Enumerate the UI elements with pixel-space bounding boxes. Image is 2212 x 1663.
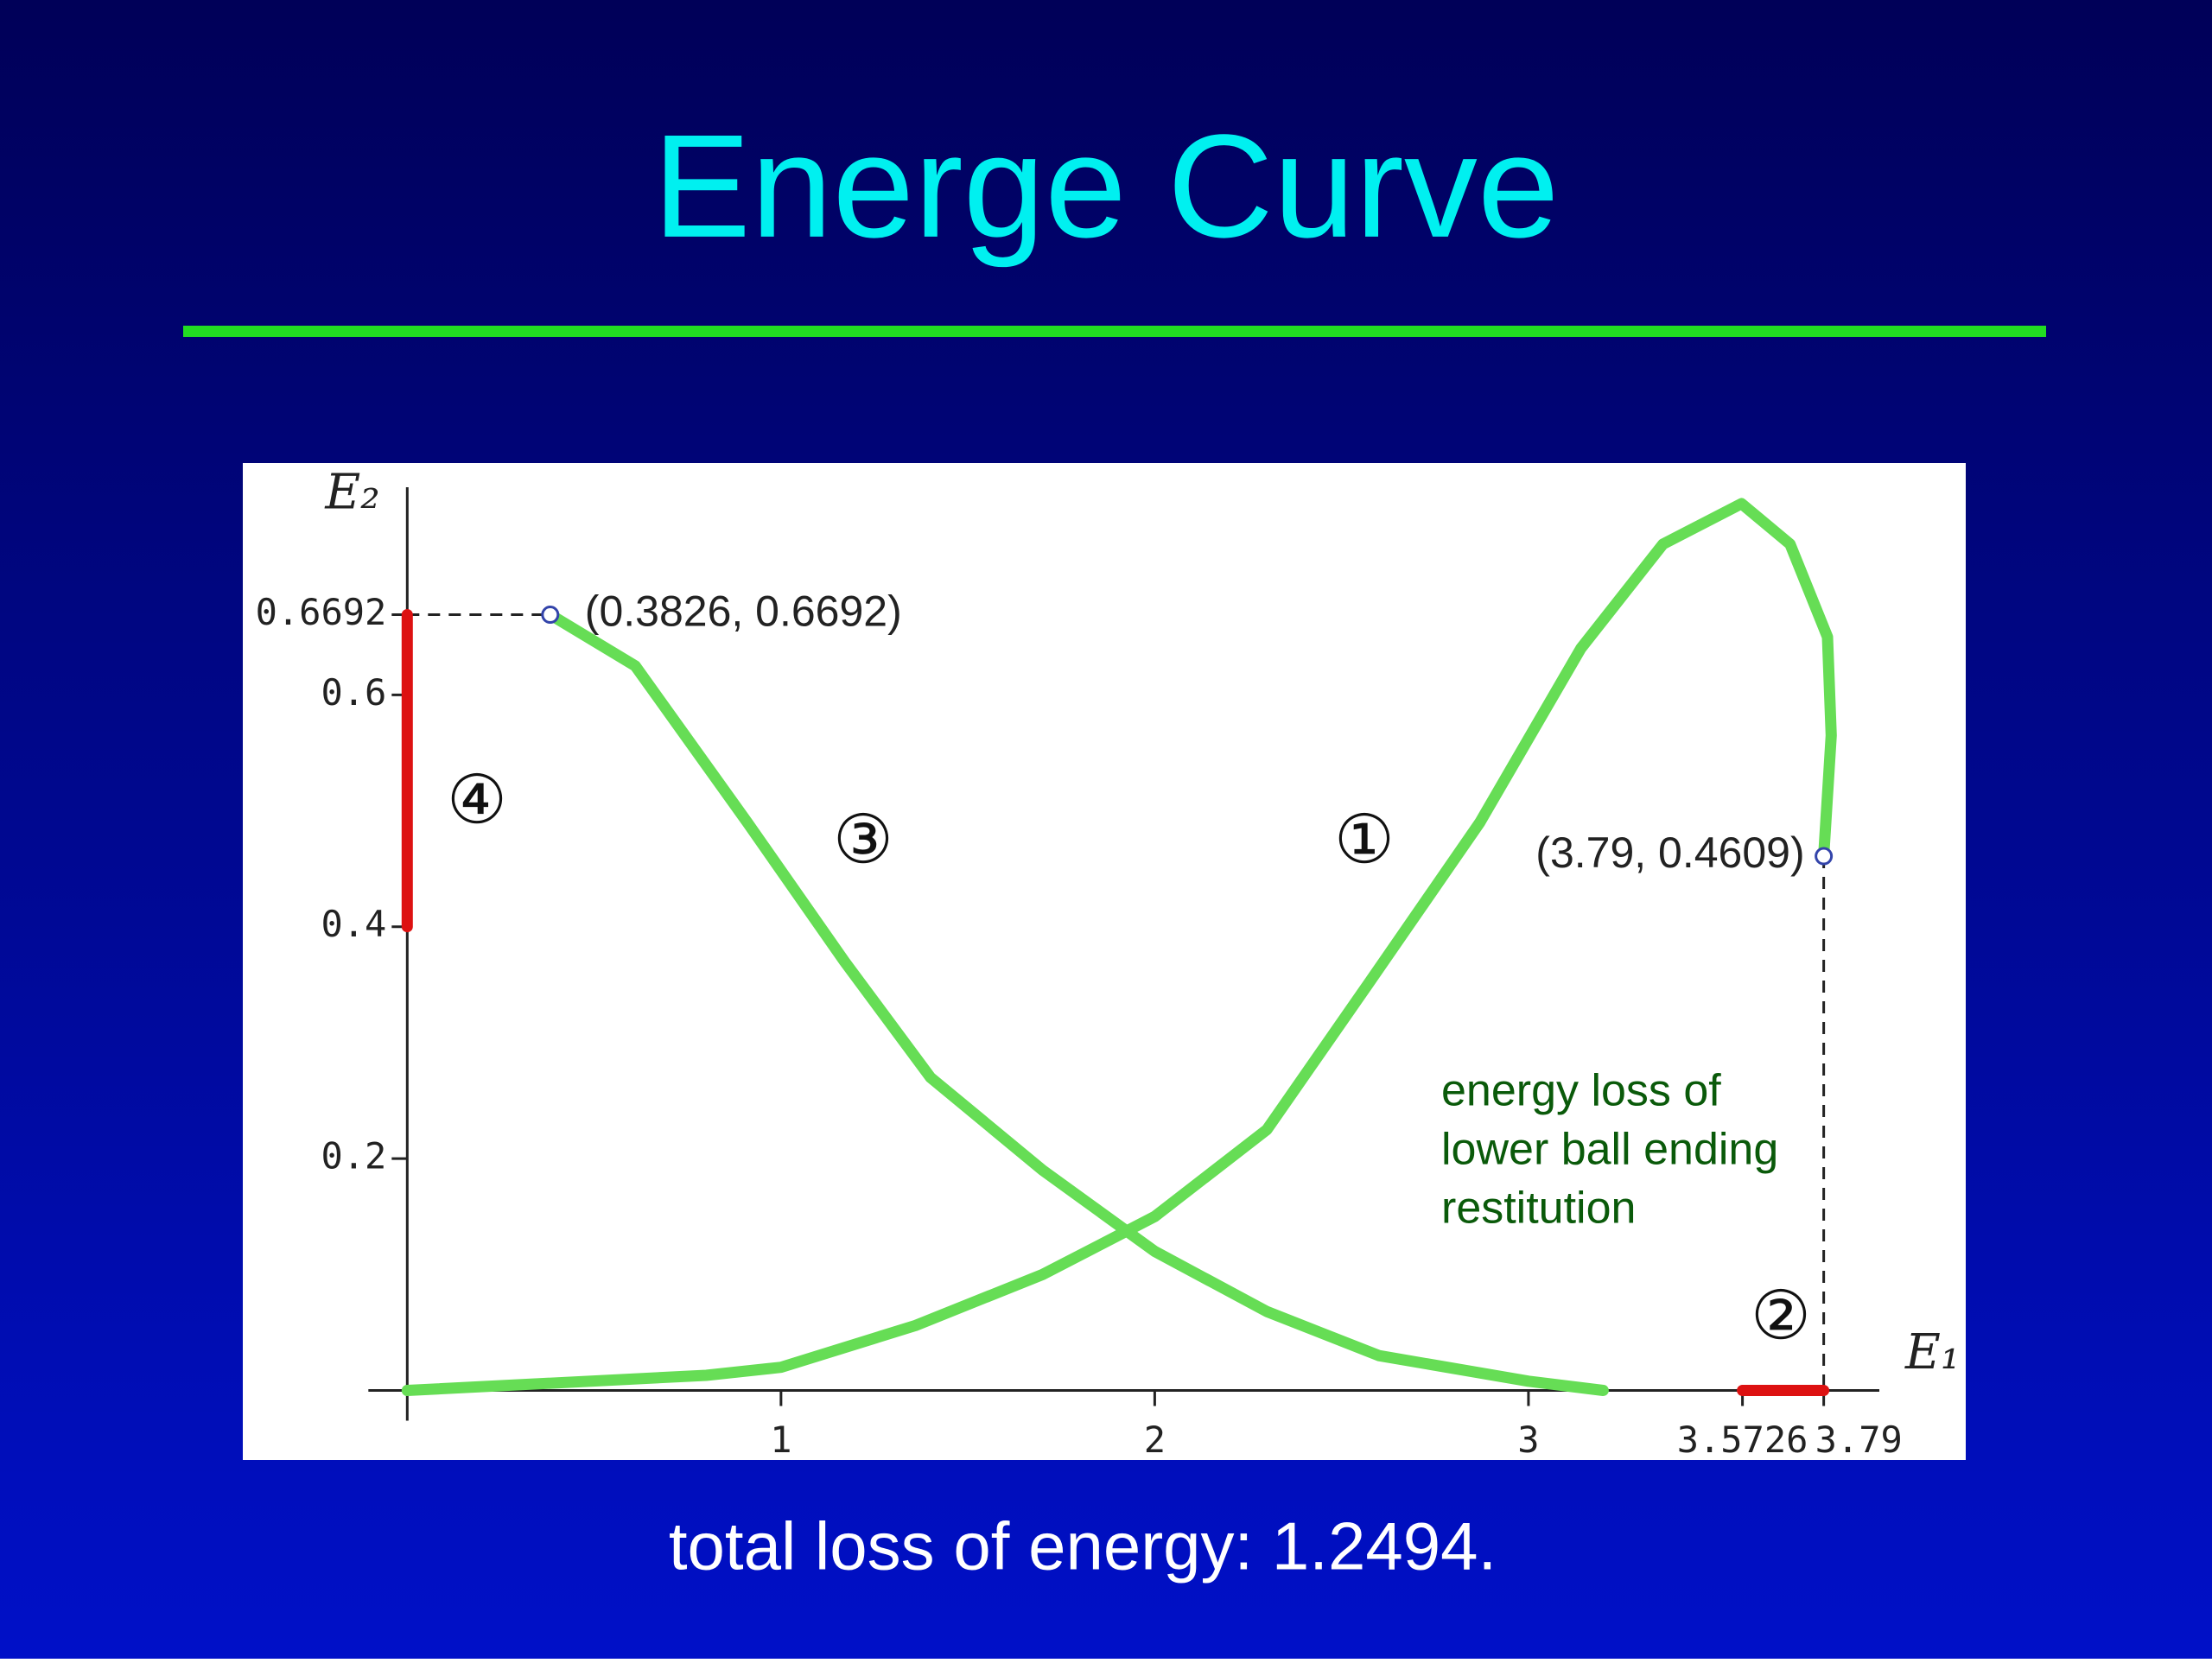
note-line: restitution xyxy=(1441,1184,1636,1234)
curve xyxy=(544,609,1609,1396)
note-line: energy loss of xyxy=(1441,1066,1721,1116)
y-tick-label: 0.6692 xyxy=(256,591,387,633)
x-tick-label: 2 xyxy=(1144,1419,1166,1461)
curve-label: ① xyxy=(1334,801,1395,879)
curve-label: ② xyxy=(1751,1277,1811,1355)
x-tick-label: 1 xyxy=(770,1419,791,1461)
caption: total loss of energy: 1.2494. xyxy=(669,1508,1497,1584)
point-label: (3.79, 0.4609) xyxy=(1535,828,1804,877)
point-marker xyxy=(541,606,560,625)
curve-label: ④ xyxy=(447,761,507,839)
x-axis-label: E₁ xyxy=(1904,1324,1960,1381)
note-line: lower ball ending xyxy=(1441,1125,1778,1175)
y-tick-label: 0.6 xyxy=(321,671,386,714)
point-marker xyxy=(1815,847,1834,866)
y-tick-label: 0.2 xyxy=(321,1135,386,1177)
y-tick-label: 0.4 xyxy=(321,903,386,945)
slide-title: Energe Curve xyxy=(653,105,1560,269)
curve-label: ③ xyxy=(833,801,893,879)
title-rule xyxy=(183,326,2046,337)
x-tick-label: 3.5726 xyxy=(1677,1419,1808,1461)
x-tick-label: 3.79 xyxy=(1815,1419,1903,1461)
curve xyxy=(401,498,1837,1396)
plot-area xyxy=(243,463,1966,1460)
point-label: (0.3826, 0.6692) xyxy=(585,587,902,636)
x-tick-label: 3 xyxy=(1517,1419,1539,1461)
y-axis-label: E₂ xyxy=(324,465,379,521)
